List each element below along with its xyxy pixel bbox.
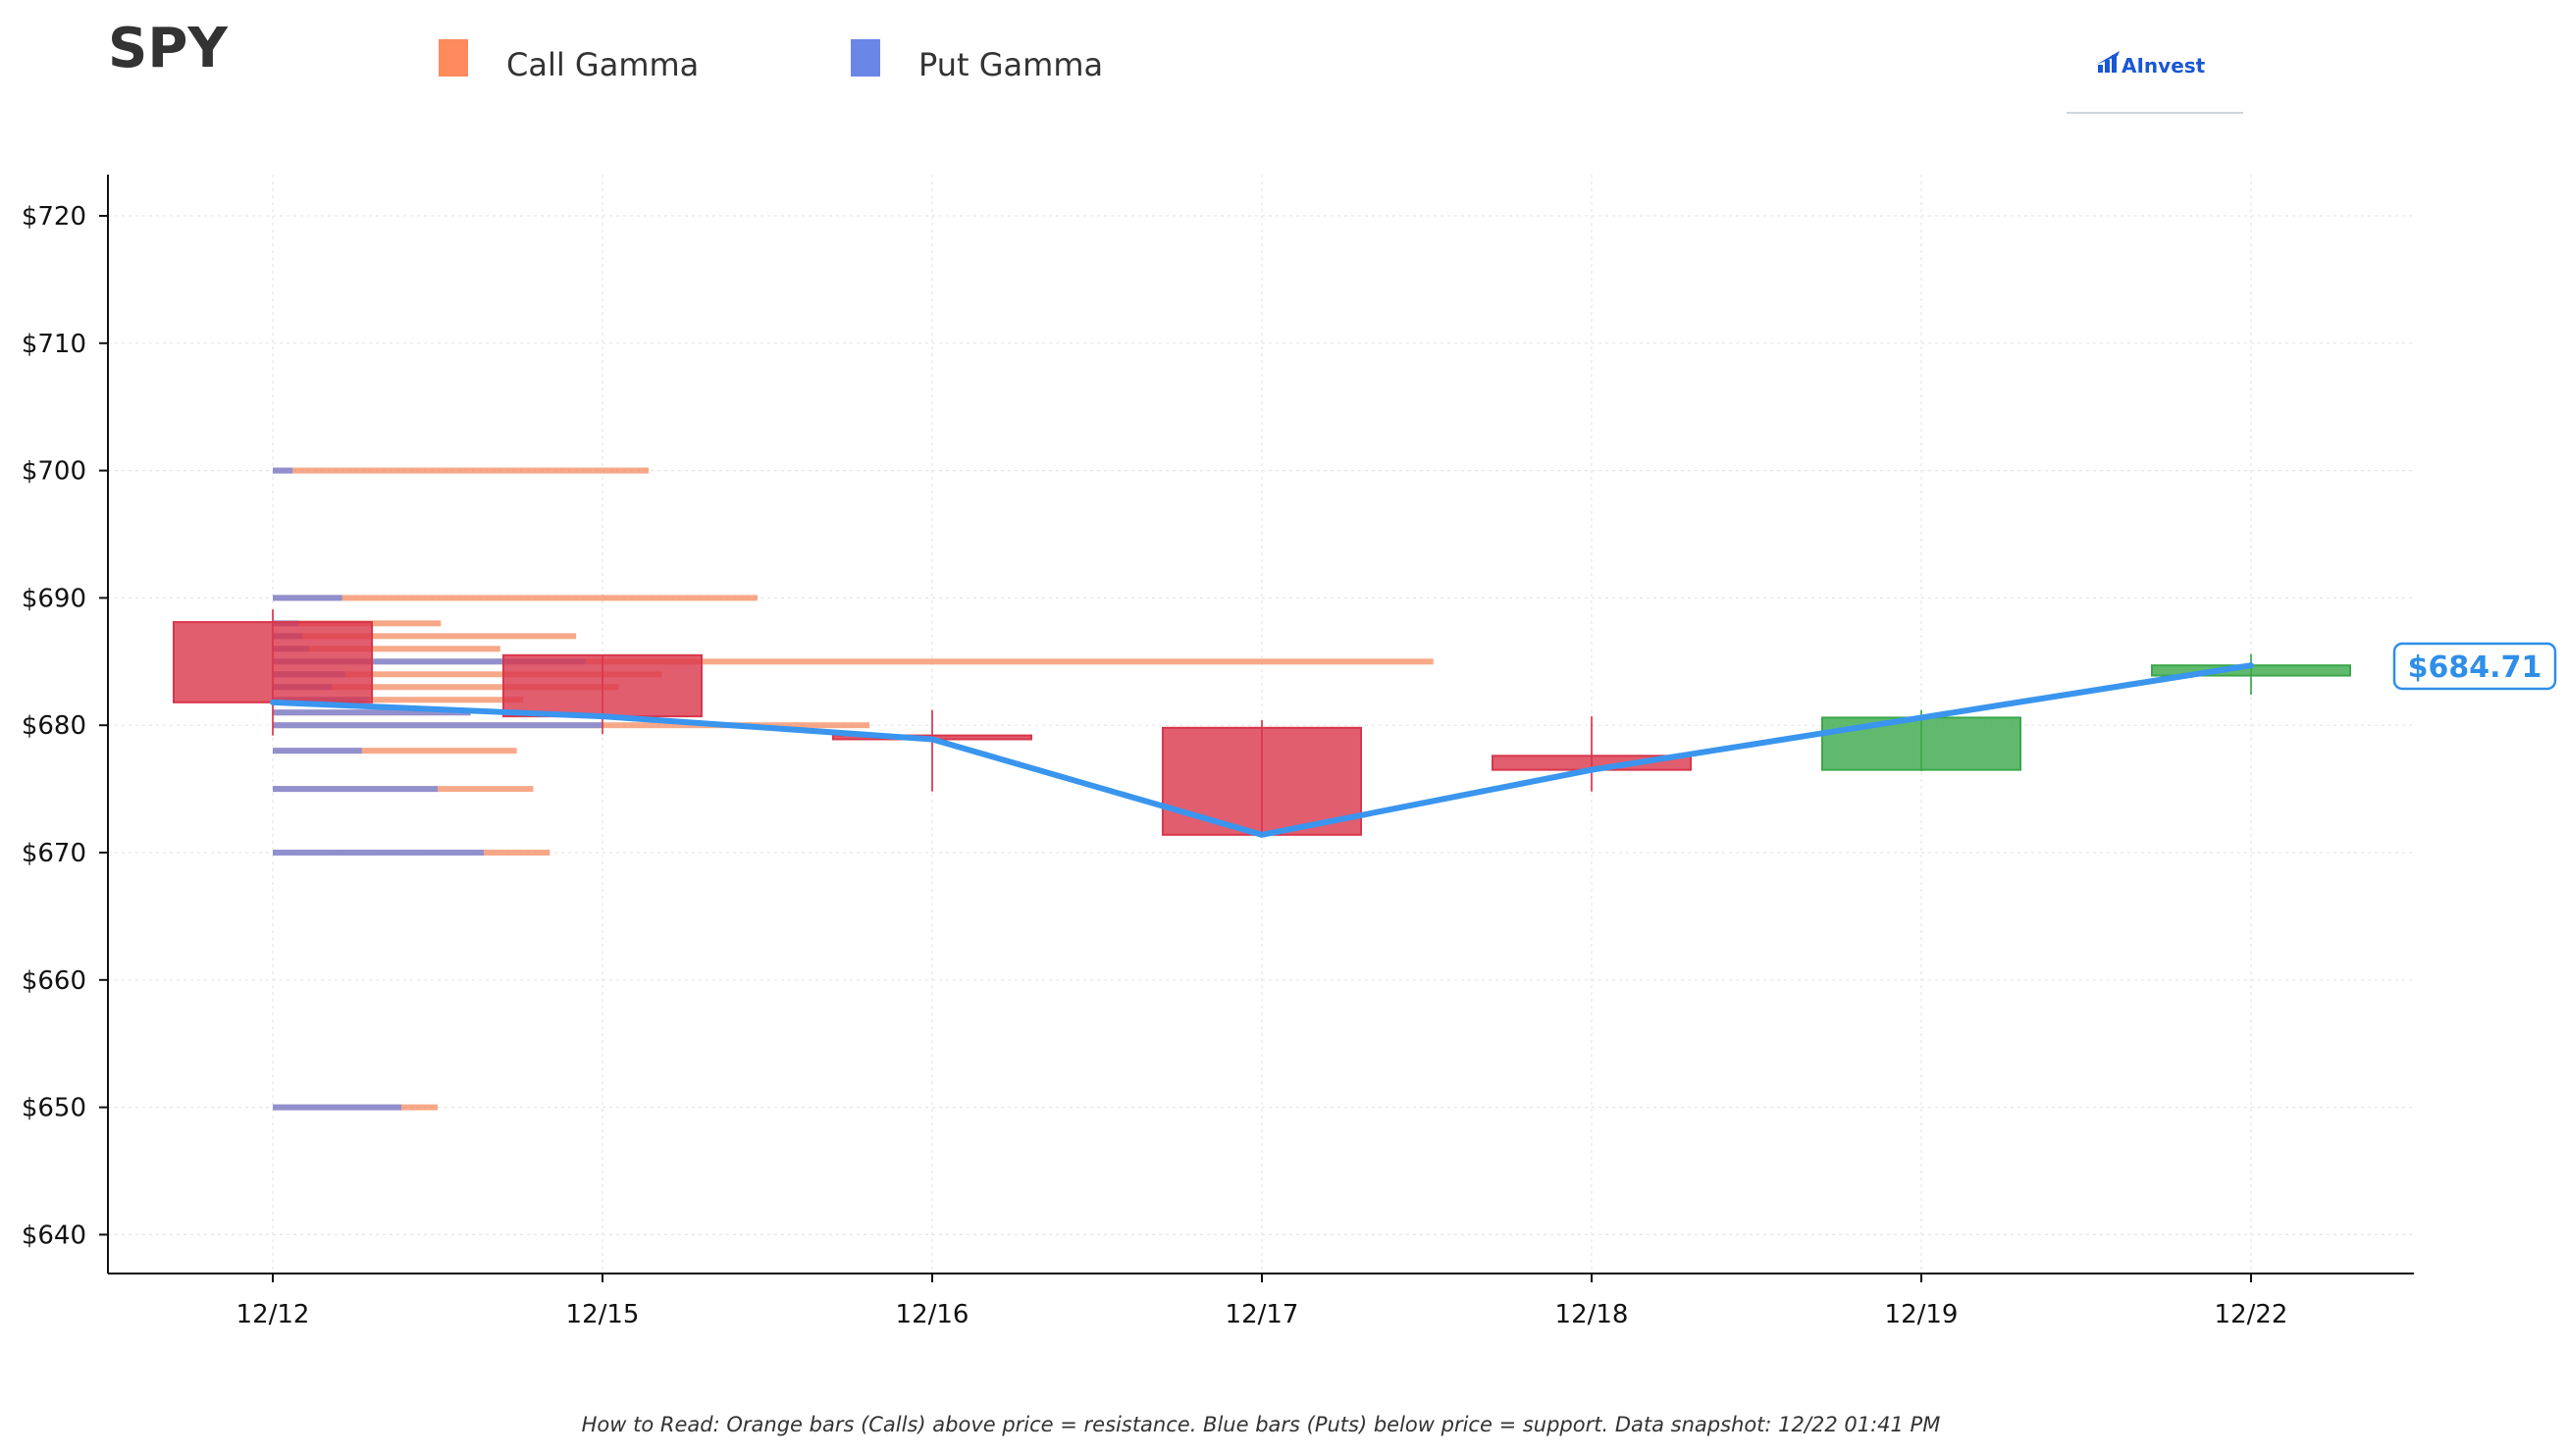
- put-gamma-legend-label: Put Gamma: [918, 46, 1103, 83]
- put-gamma-bar: [273, 722, 602, 729]
- call-gamma-bar: [273, 684, 619, 691]
- x-tick-label: 12/16: [896, 1300, 969, 1329]
- close-price-line-path: [270, 662, 2254, 838]
- put-gamma-legend-swatch: [851, 39, 880, 77]
- ainvest-logo-text: AInvest: [2122, 54, 2206, 78]
- legend: Call Gamma Put Gamma: [439, 39, 1103, 83]
- ainvest-logo: AInvest: [2067, 51, 2243, 114]
- put-gamma-bar: [273, 850, 485, 856]
- y-tick-label: $680: [22, 711, 86, 741]
- call-gamma-bar: [273, 467, 650, 474]
- y-tick-label: $700: [22, 457, 86, 487]
- ticker-title: SPY: [108, 17, 229, 80]
- footnote: How to Read: Orange bars (Calls) above p…: [582, 1413, 1941, 1436]
- call-gamma-legend-swatch: [439, 39, 468, 77]
- call-gamma-bar: [273, 658, 1434, 665]
- x-tick-label: 12/12: [236, 1300, 310, 1329]
- axes: $640 $650 $660 $670 $680 $690 $700 $710 $720 12/1…: [22, 175, 2414, 1329]
- ainvest-logo-icon: [2096, 51, 2120, 73]
- put-gamma-bar: [273, 658, 587, 665]
- put-gamma-bar: [273, 1104, 402, 1111]
- current-price-tag-text: $684.71: [2408, 650, 2542, 685]
- x-tick-label: 12/17: [1226, 1300, 1299, 1329]
- put-gamma-bar: [273, 467, 293, 474]
- x-tick-label: 12/15: [566, 1300, 640, 1329]
- y-tick-label: $670: [22, 839, 86, 868]
- call-gamma-bar: [273, 633, 577, 640]
- candle-body: [502, 653, 703, 718]
- gamma-bars: [273, 467, 1434, 1111]
- call-gamma-bar: [273, 646, 500, 652]
- call-gamma-bar: [273, 595, 758, 601]
- candles: [173, 609, 2351, 838]
- y-tick-label: $660: [22, 966, 86, 996]
- call-gamma-bar: [273, 697, 524, 703]
- candle-body: [1821, 716, 2021, 771]
- y-tick-label: $690: [22, 584, 86, 613]
- close-price-line: [270, 662, 2254, 838]
- x-tick-label: 12/22: [2215, 1300, 2288, 1329]
- current-price-tag-box: [2392, 642, 2557, 691]
- call-gamma-bar: [273, 671, 662, 678]
- candle-body: [173, 621, 373, 703]
- put-gamma-bar: [273, 748, 362, 754]
- call-gamma-legend-label: Call Gamma: [506, 46, 699, 83]
- current-price-tag: $684.71: [2392, 642, 2557, 691]
- call-gamma-bar: [273, 748, 517, 754]
- put-gamma-bar: [273, 786, 438, 793]
- y-tick-label: $640: [22, 1221, 86, 1250]
- put-gamma-bar: [273, 709, 471, 716]
- y-tick-label: $720: [22, 202, 86, 232]
- y-tick-label: $710: [22, 330, 86, 359]
- x-tick-label: 12/19: [1885, 1300, 1959, 1329]
- y-tick-label: $650: [22, 1094, 86, 1123]
- put-gamma-bar: [273, 595, 342, 601]
- x-tick-label: 12/18: [1555, 1300, 1629, 1329]
